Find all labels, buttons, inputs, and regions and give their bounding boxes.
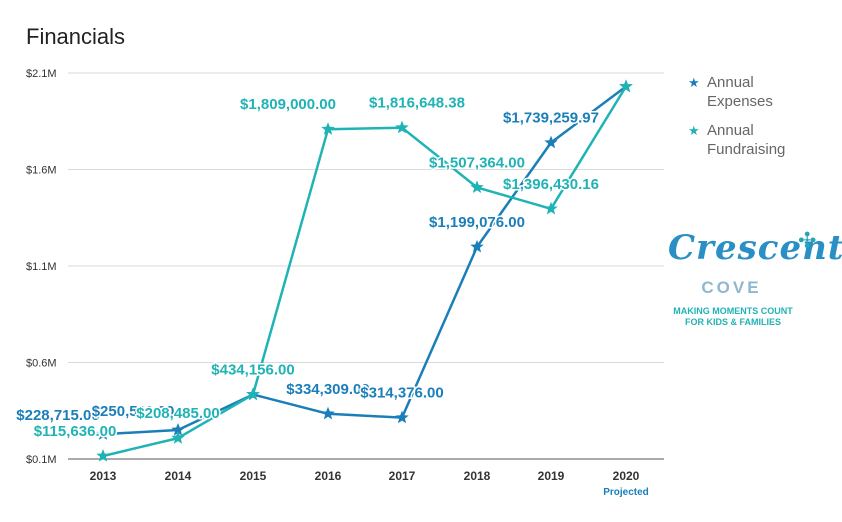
data-point-star	[470, 239, 484, 253]
data-point-star	[96, 449, 110, 462]
x-note-projected: Projected	[603, 487, 649, 498]
data-label: $434,156.00	[211, 362, 294, 379]
y-tick-label: $1.1M	[26, 261, 57, 273]
legend-label: Annual Fundraising	[707, 122, 786, 158]
logo-tagline-line-2: FOR KIDS & FAMILIES	[684, 317, 781, 327]
data-point-star	[96, 427, 110, 440]
y-tick-label: $1.6M	[26, 165, 57, 177]
legend-item-annual-expenses[interactable]: ★ Annual Expenses	[688, 73, 817, 111]
data-point-star	[544, 135, 558, 149]
star-icon: ★	[688, 75, 700, 90]
logo-tagline: MAKING MOMENTS COUNT FOR KIDS & FAMILIES	[664, 306, 802, 328]
x-tick-label: 2017	[389, 469, 416, 483]
data-point-star	[544, 201, 558, 215]
series-line-0	[102, 85, 627, 436]
data-label: $1,816,648.38	[369, 95, 465, 112]
series-line-1	[102, 85, 628, 458]
crescent-cove-logo: Crescent ✣ COVE MAKING MOMENTS COUNT FOR…	[664, 226, 842, 336]
data-point-star	[171, 423, 185, 436]
y-tick-label: $2.1M	[26, 68, 57, 80]
data-label: $1,809,000.00	[240, 96, 336, 113]
star-icon: ★	[688, 123, 700, 138]
data-label: $208,485.00	[136, 405, 219, 422]
data-point-star	[171, 431, 185, 444]
y-tick-label: $0.1M	[26, 454, 57, 466]
x-tick-label: 2016	[315, 469, 342, 483]
chart-title: Financials	[26, 24, 126, 49]
data-label: $334,309.00	[286, 381, 369, 398]
logo-subword: COVE	[701, 278, 762, 297]
data-point-star	[470, 180, 484, 193]
x-tick-label: 2018	[464, 469, 491, 483]
data-point-star	[321, 406, 335, 420]
data-label: $1,739,259.97	[503, 110, 599, 127]
data-label: $1,396,430.16	[503, 176, 599, 193]
data-point-star	[395, 120, 409, 134]
data-point-star	[246, 387, 260, 401]
dragonfly-icon: ✣	[798, 228, 817, 253]
y-tick-label: $0.6M	[26, 358, 57, 370]
logo-tagline-line-1: MAKING MOMENTS COUNT	[673, 306, 793, 316]
x-tick-label: 2014	[165, 469, 192, 483]
data-point-star	[321, 122, 335, 135]
legend-label: Annual Expenses	[707, 74, 773, 110]
data-label: $1,507,364.00	[429, 154, 525, 171]
logo-wordmark: Crescent	[668, 228, 842, 268]
data-label: $1,199,076.00	[429, 214, 525, 231]
data-point-star	[395, 410, 409, 424]
data-label: $115,636.00	[34, 423, 117, 440]
x-tick-label: 2019	[538, 469, 565, 483]
x-tick-label: 2015	[240, 469, 267, 483]
data-label: $250,511.00	[92, 403, 175, 420]
data-label: $228,715.00	[16, 407, 99, 424]
data-label: $314,376.00	[360, 385, 443, 402]
data-point-star	[619, 79, 633, 93]
x-tick-label: 2020	[613, 469, 640, 483]
x-tick-label: 2013	[90, 469, 117, 483]
legend-item-annual-fundraising[interactable]: ★ Annual Fundraising	[688, 121, 817, 159]
